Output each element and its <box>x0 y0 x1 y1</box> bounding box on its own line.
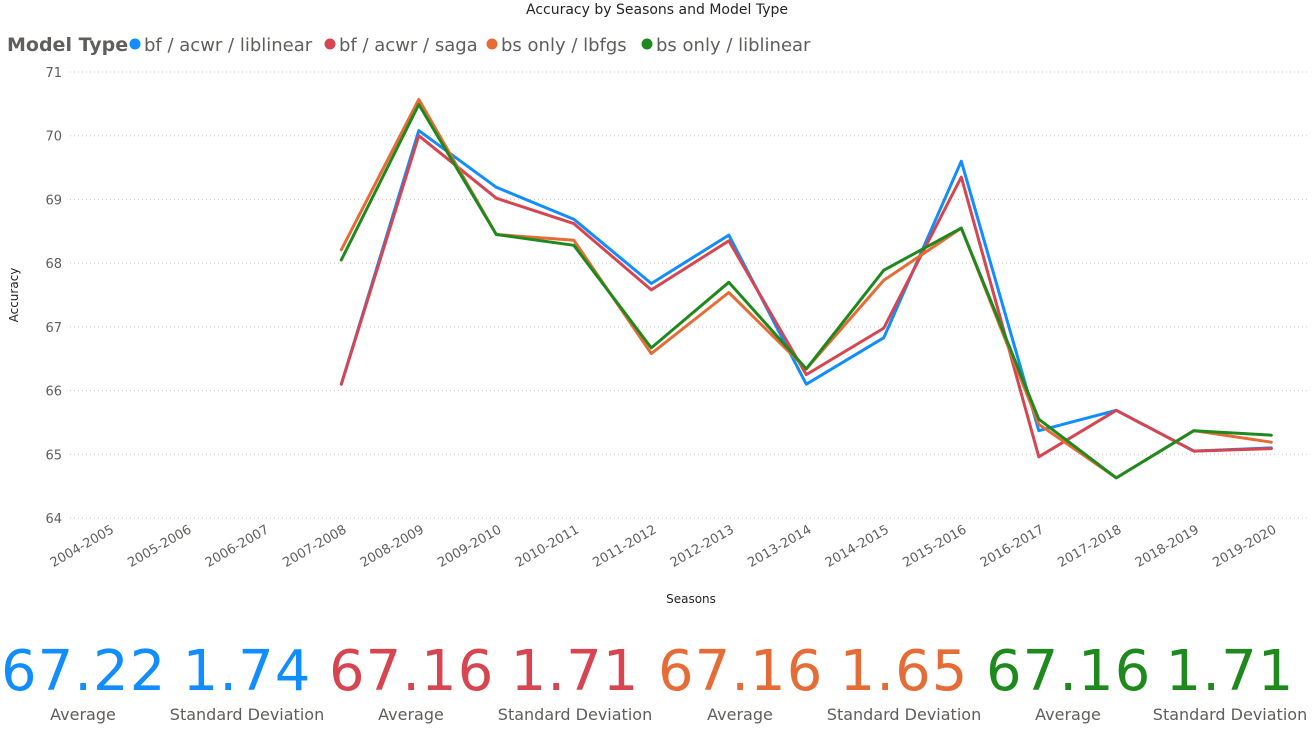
kpi-card: 1.71 Standard Deviation <box>493 640 657 726</box>
gridlines <box>70 71 1310 519</box>
series-line <box>339 103 1273 480</box>
x-tick-label: 2018-2019 <box>1133 522 1202 570</box>
series-line <box>339 97 1273 480</box>
legend-label: bf / acwr / saga <box>339 35 478 56</box>
x-tick-label: 2016-2017 <box>978 522 1047 570</box>
kpi-value: 1.71 <box>1165 639 1295 704</box>
y-axis-label: Accuracy <box>7 268 21 323</box>
kpi-label: Standard Deviation <box>1152 705 1308 724</box>
legend-marker <box>641 38 653 50</box>
x-axis-label: Seasons <box>666 592 716 606</box>
x-tick-label: 2014-2015 <box>823 522 892 570</box>
chart-title: Accuracy by Seasons and Model Type <box>526 2 788 18</box>
y-tick-label: 68 <box>45 257 62 272</box>
legend-label: bs only / liblinear <box>656 35 811 56</box>
x-tick-label: 2008-2009 <box>358 522 427 570</box>
x-tick-label: 2019-2020 <box>1210 522 1279 570</box>
y-tick-label: 66 <box>45 385 62 400</box>
x-tick-label: 2009-2010 <box>435 522 504 570</box>
y-tick-label: 71 <box>45 66 62 81</box>
kpi-card: 1.71 Standard Deviation <box>1148 640 1312 726</box>
kpi-label: Average <box>50 705 116 724</box>
kpi-label: Standard Deviation <box>169 705 325 724</box>
series-lines <box>339 97 1273 480</box>
x-tick-label: 2010-2011 <box>513 522 582 570</box>
y-tick-label: 69 <box>45 193 62 208</box>
kpi-value: 67.22 <box>1 639 167 704</box>
x-tick-label: 2012-2013 <box>668 522 737 570</box>
x-tick-label: 2006-2007 <box>203 522 272 570</box>
x-tick-label: 2007-2008 <box>280 522 349 570</box>
kpi-label: Standard Deviation <box>826 705 982 724</box>
x-tick-label: 2004-2005 <box>48 522 117 570</box>
kpi-cards: 67.22 Average 1.74 Standard Deviation 67… <box>0 640 1312 732</box>
legend-marker <box>486 38 498 50</box>
kpi-card: 67.22 Average <box>1 640 165 726</box>
y-axis: 64 65 66 67 68 69 70 71 <box>45 66 62 527</box>
legend-label: bf / acwr / liblinear <box>144 35 313 56</box>
kpi-value: 67.16 <box>986 639 1152 704</box>
legend-marker <box>129 38 141 50</box>
legend-title: Model Type <box>7 34 128 56</box>
kpi-value: 67.16 <box>658 639 824 704</box>
kpi-label: Average <box>707 705 773 724</box>
legend-label: bs only / lbfgs <box>501 35 627 56</box>
line-chart: Accuracy by Seasons and Model Type Model… <box>7 2 1310 606</box>
legend-marker <box>324 38 336 50</box>
kpi-card: 1.74 Standard Deviation <box>165 640 329 726</box>
x-tick-label: 2011-2012 <box>590 522 659 570</box>
kpi-card: 67.16 Average <box>986 640 1150 726</box>
kpi-value: 1.65 <box>839 639 969 704</box>
kpi-value: 67.16 <box>329 639 495 704</box>
y-tick-label: 65 <box>45 448 62 463</box>
kpi-card: 67.16 Average <box>658 640 822 726</box>
series-line <box>339 134 1273 459</box>
legend: Model Type bf / acwr / liblinear bf / acw… <box>7 34 811 56</box>
y-tick-label: 64 <box>45 512 62 527</box>
y-tick-label: 67 <box>45 321 62 336</box>
kpi-card: 1.65 Standard Deviation <box>822 640 986 726</box>
kpi-value: 1.74 <box>182 639 312 704</box>
kpi-value: 1.71 <box>510 639 640 704</box>
y-tick-label: 70 <box>45 130 62 145</box>
x-tick-label: 2015-2016 <box>900 522 969 570</box>
kpi-label: Standard Deviation <box>497 705 653 724</box>
x-tick-label: 2017-2018 <box>1055 522 1124 570</box>
kpi-label: Average <box>378 705 444 724</box>
x-tick-label: 2013-2014 <box>745 522 814 570</box>
kpi-label: Average <box>1035 705 1101 724</box>
series-line <box>339 129 1273 453</box>
x-axis: 2004-2005 2005-2006 2006-2007 2007-2008 2008… <box>48 522 1279 570</box>
x-tick-label: 2005-2006 <box>125 522 194 570</box>
kpi-card: 67.16 Average <box>329 640 493 726</box>
